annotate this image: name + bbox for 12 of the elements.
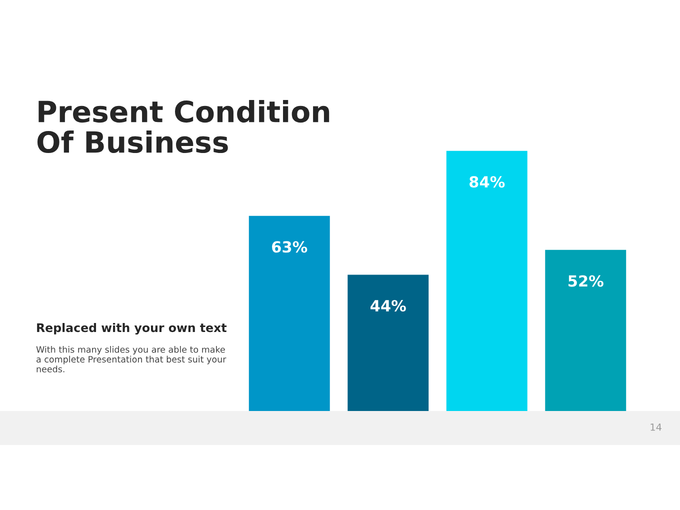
data-label: 44%	[370, 300, 406, 312]
chart-title: Present Condition Of Business	[37, 100, 330, 154]
bar	[446, 150, 528, 411]
bar	[545, 250, 626, 411]
data-label: 52%	[568, 275, 604, 287]
text: Replaced with your own text	[37, 323, 227, 335]
data-label: 84%	[470, 176, 505, 188]
text: With this many slides you are able to make a complete Presentation that best suit your needs.	[36, 346, 226, 372]
bar	[348, 274, 429, 411]
bar	[248, 216, 330, 411]
text: 14	[650, 424, 662, 431]
data-label: 63%	[272, 241, 308, 253]
